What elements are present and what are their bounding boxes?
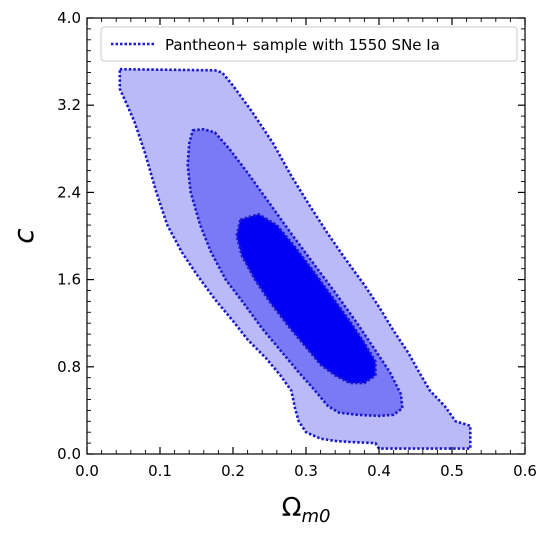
x-tick-label: 0.4 xyxy=(367,462,391,480)
contour-layer xyxy=(118,67,472,450)
x-tick-label: 0.5 xyxy=(440,462,464,480)
y-tick-label: 2.4 xyxy=(57,183,81,201)
x-tick-label: 0.3 xyxy=(294,462,318,480)
x-axis-label-subscript: m0 xyxy=(301,506,330,527)
x-tick-label: 0.1 xyxy=(148,462,172,480)
y-tick-label: 0.0 xyxy=(57,445,81,463)
legend: Pantheon+ sample with 1550 SNe Ia xyxy=(100,26,518,62)
legend-entry-label: Pantheon+ sample with 1550 SNe Ia xyxy=(165,36,440,54)
contour-1-sigma xyxy=(235,212,377,385)
legend-box xyxy=(100,26,518,62)
x-axis-label-main: Ω xyxy=(282,493,302,523)
y-tick-label: 3.2 xyxy=(57,96,81,114)
x-tick-label: 0.2 xyxy=(221,462,245,480)
axis-ticks: 0.0 0.1 0.2 0.3 0.4 0.5 0.6 0.0 0.8 1.6 2.4 3.2 4.0 xyxy=(57,9,537,480)
y-tick-label: 1.6 xyxy=(57,271,81,289)
y-tick-label: 0.8 xyxy=(57,358,81,376)
x-tick-label: 0.0 xyxy=(75,462,99,480)
y-axis-label: c xyxy=(7,228,40,244)
y-tick-label: 4.0 xyxy=(57,9,81,27)
x-tick-label: 0.6 xyxy=(513,462,537,480)
x-axis-label: Ωm0 xyxy=(282,493,331,527)
